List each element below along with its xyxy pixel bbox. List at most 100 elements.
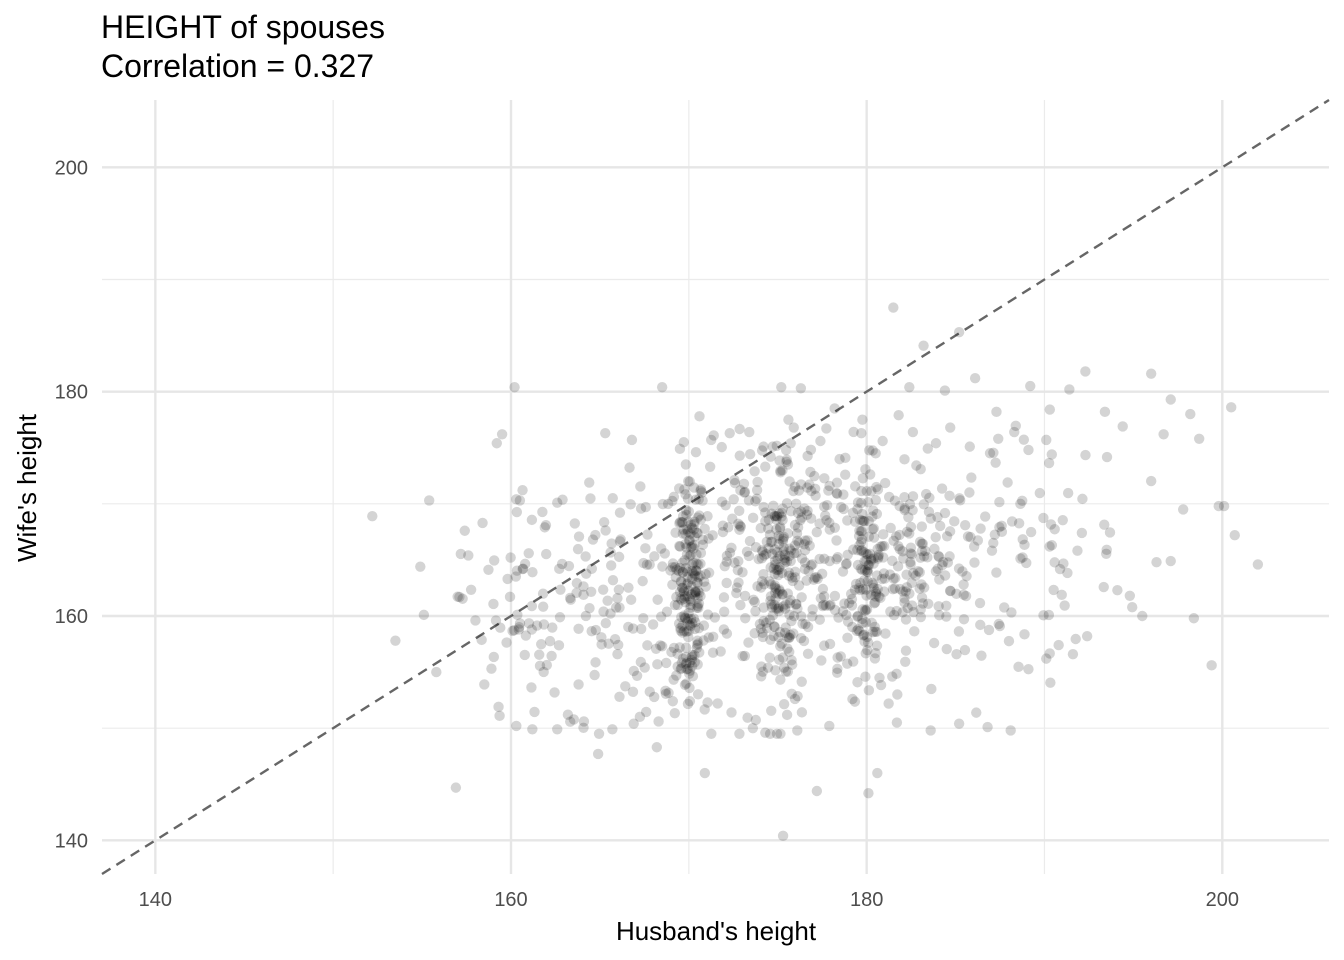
data-point	[781, 709, 793, 721]
data-point	[688, 543, 699, 554]
data-point	[677, 557, 688, 569]
data-point	[669, 707, 680, 719]
data-point	[564, 592, 576, 604]
data-point	[763, 543, 774, 554]
data-point	[685, 528, 696, 539]
data-point	[911, 460, 922, 471]
data-point	[774, 533, 785, 544]
data-point	[702, 697, 713, 708]
data-point	[689, 590, 701, 601]
data-point	[907, 426, 919, 438]
data-point	[683, 516, 694, 527]
data-point	[635, 503, 647, 514]
data-point	[934, 574, 945, 585]
data-point	[690, 586, 701, 597]
data-point	[903, 512, 914, 523]
data-point	[732, 564, 744, 576]
data-point	[1185, 408, 1196, 420]
data-point	[843, 597, 855, 609]
data-point	[734, 450, 745, 461]
data-point	[766, 508, 777, 519]
data-point	[598, 606, 609, 617]
data-point	[831, 477, 843, 488]
data-point	[712, 698, 723, 709]
x-tick-label-160: 160	[494, 889, 527, 911]
data-point	[904, 498, 916, 510]
data-point	[793, 537, 805, 548]
data-point	[624, 462, 635, 473]
data-point	[627, 686, 639, 698]
data-point	[690, 447, 702, 458]
data-point	[686, 565, 698, 577]
data-point	[842, 616, 854, 627]
data-point	[772, 588, 784, 599]
data-point	[799, 503, 810, 514]
data-point	[783, 570, 795, 582]
data-point	[511, 494, 522, 505]
data-point	[918, 499, 930, 510]
data-point	[649, 551, 660, 562]
data-point	[684, 665, 696, 676]
data-point	[774, 455, 785, 466]
data-point	[872, 543, 883, 555]
data-point	[953, 563, 965, 574]
data-point	[681, 509, 692, 521]
data-point	[520, 630, 532, 641]
data-point	[847, 693, 858, 705]
data-point	[887, 671, 898, 682]
data-point	[898, 553, 909, 564]
data-point	[854, 525, 865, 536]
data-point	[726, 542, 737, 554]
data-point	[675, 625, 686, 636]
data-point	[785, 595, 796, 606]
data-point	[557, 494, 568, 505]
data-point	[933, 550, 944, 562]
data-point	[739, 590, 751, 602]
data-point	[860, 671, 871, 682]
data-point	[920, 545, 931, 557]
data-point	[785, 438, 796, 449]
data-point	[685, 541, 697, 553]
data-point	[638, 557, 649, 569]
data-point	[656, 381, 668, 393]
data-point	[668, 491, 680, 503]
data-point	[925, 513, 936, 524]
data-point	[916, 538, 928, 549]
data-point	[792, 507, 804, 519]
data-point	[778, 533, 789, 544]
data-point	[910, 570, 921, 581]
data-point	[834, 453, 845, 465]
data-point	[780, 666, 792, 677]
data-point	[852, 624, 864, 635]
data-point	[573, 623, 584, 635]
data-point	[888, 609, 900, 621]
data-point	[691, 639, 703, 651]
data-point	[916, 579, 927, 590]
data-point	[1080, 449, 1091, 461]
data-point	[1099, 406, 1111, 418]
data-point	[872, 484, 884, 495]
data-point	[613, 551, 625, 563]
data-point	[676, 576, 687, 588]
data-point	[1025, 380, 1036, 392]
data-point	[765, 536, 777, 548]
data-point	[960, 590, 972, 602]
data-point	[684, 535, 695, 547]
data-point	[727, 513, 738, 524]
data-point	[772, 547, 783, 558]
data-point	[720, 500, 731, 511]
data-point	[479, 679, 490, 690]
data-point	[760, 516, 771, 527]
data-point	[695, 547, 707, 559]
data-point	[899, 597, 910, 608]
data-point	[580, 551, 591, 562]
data-point	[823, 485, 834, 496]
data-point	[976, 650, 987, 661]
data-point	[718, 592, 730, 603]
data-point	[780, 622, 791, 633]
data-point	[691, 642, 703, 654]
data-point	[885, 606, 896, 617]
data-point	[512, 609, 523, 621]
data-point	[684, 619, 695, 631]
data-point	[807, 611, 818, 622]
